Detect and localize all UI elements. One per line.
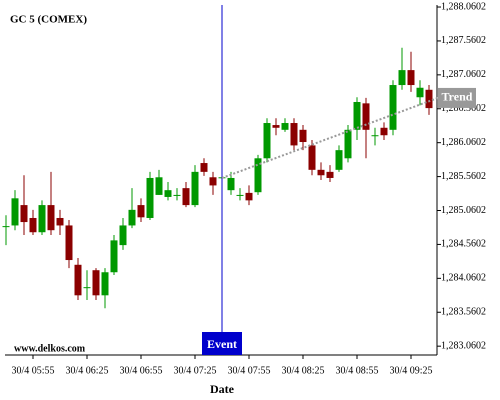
- candle-body: [227, 177, 235, 191]
- candle-body: [191, 171, 199, 206]
- trend-box: [438, 87, 476, 108]
- candle-body: [317, 169, 325, 176]
- candle-body: [173, 194, 181, 196]
- candle-body: [425, 89, 433, 109]
- candle-body: [290, 123, 298, 146]
- candle-body: [137, 205, 145, 218]
- event-box: [202, 332, 242, 355]
- x-tick-label: 30/4 07:25: [173, 365, 216, 376]
- candle-body: [164, 190, 172, 197]
- y-tick-label: 1,285.0602: [441, 205, 486, 216]
- y-tick-label: 1,284.5602: [441, 239, 486, 250]
- candle-body: [74, 264, 82, 296]
- candle-body: [209, 177, 217, 186]
- y-tick-label: 1,286.5602: [441, 103, 486, 114]
- candle-body: [263, 123, 271, 159]
- candle-body: [254, 158, 262, 193]
- candle-body: [146, 177, 154, 218]
- candle-body: [344, 129, 352, 159]
- y-tick-label: 1,286.0602: [441, 137, 486, 148]
- candle-body: [281, 123, 289, 130]
- y-tick-label: 1,288.0602: [441, 1, 486, 12]
- candle-body: [299, 129, 307, 143]
- candle-body: [83, 287, 91, 289]
- candle-body: [326, 171, 334, 178]
- candle-body: [56, 217, 64, 226]
- candle-body: [353, 101, 361, 130]
- x-tick-label: 30/4 09:25: [389, 365, 432, 376]
- candle-body: [92, 270, 100, 296]
- candle-body: [38, 205, 46, 233]
- candle-body: [101, 272, 109, 296]
- x-tick-label: 30/4 06:55: [119, 365, 162, 376]
- candle-body: [272, 125, 280, 128]
- watermark: www.delkos.com: [14, 343, 86, 354]
- candle-body: [362, 103, 370, 130]
- x-tick-label: 30/4 08:25: [281, 365, 324, 376]
- candle-body: [119, 225, 127, 246]
- candle-body: [2, 226, 10, 228]
- candle-body: [29, 217, 37, 233]
- candle-body: [236, 194, 244, 196]
- x-tick-label: 30/4 05:55: [11, 365, 54, 376]
- candle-body: [11, 198, 19, 226]
- candle-body: [380, 127, 388, 136]
- x-tick-label: 30/4 08:55: [335, 365, 378, 376]
- y-tick-label: 1,287.5602: [441, 35, 486, 46]
- y-tick-label: 1,284.0602: [441, 273, 486, 284]
- event-label: Event: [207, 337, 237, 351]
- candle-body: [398, 70, 406, 86]
- chart-title: GC 5 (COMEX): [10, 14, 87, 26]
- candle-body: [20, 205, 28, 223]
- candle-body: [182, 188, 190, 206]
- candle-body: [407, 70, 415, 86]
- candle-body: [65, 225, 73, 261]
- y-tick-label: 1,287.0602: [441, 69, 486, 80]
- x-tick-label: 30/4 06:25: [65, 365, 108, 376]
- candle-body: [47, 205, 55, 231]
- candle-body: [128, 209, 136, 226]
- candle-body: [371, 135, 379, 137]
- x-tick-label: 30/4 07:55: [227, 365, 270, 376]
- candle-body: [200, 163, 208, 172]
- candle-body: [389, 85, 397, 130]
- candle-body: [245, 192, 253, 201]
- y-tick-label: 1,283.5602: [441, 307, 486, 318]
- candle-body: [110, 240, 118, 273]
- candle-body: [416, 87, 424, 98]
- candle-body: [308, 145, 316, 170]
- y-tick-label: 1,285.5602: [441, 171, 486, 182]
- candle-body: [335, 150, 343, 170]
- y-tick-label: 1,283.0602: [441, 340, 486, 351]
- trend-label: Trend: [442, 90, 473, 104]
- x-axis-label: Date: [210, 382, 235, 396]
- candle-body: [155, 177, 163, 195]
